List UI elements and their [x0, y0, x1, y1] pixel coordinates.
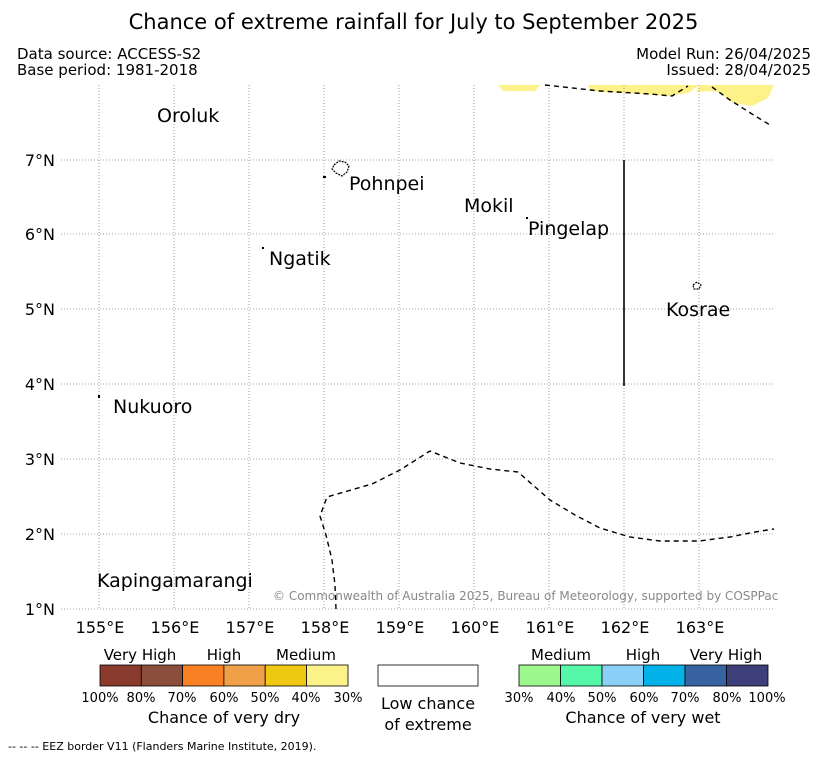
wet-high-label: High: [626, 646, 660, 664]
wet-swatch: [518, 664, 561, 687]
label-kapingamarangi: Kapingamarangi: [97, 570, 253, 592]
label-pohnpei: Pohnpei: [349, 173, 425, 195]
wet-swatch: [601, 664, 644, 687]
low-caption-line2: of extreme: [384, 715, 471, 734]
dry-medium-label: Medium: [276, 646, 336, 664]
dry-percent: 40%: [292, 691, 321, 706]
label-nukuoro: Nukuoro: [113, 396, 192, 418]
wet-percent: 60%: [630, 691, 659, 706]
map-gridlines: [61, 85, 774, 610]
lon-tick: 162°E: [601, 618, 650, 637]
dry-very-high-label: Very High: [104, 646, 177, 664]
kosrae-island: [692, 281, 702, 290]
place-labels: Oroluk Pohnpei Mokil Pingelap Ngatik Kos…: [97, 105, 730, 592]
dry-percent: 80%: [127, 691, 156, 706]
longitude-labels: 155°E 156°E 157°E 158°E 159°E 160°E 161°…: [76, 618, 725, 637]
source-info: Data source: ACCESS-S2 Base period: 1981…: [17, 46, 201, 78]
lat-tick: 1°N: [25, 600, 55, 619]
lon-tick: 158°E: [301, 618, 350, 637]
lon-tick: 160°E: [451, 618, 500, 637]
dry-swatch: [99, 664, 142, 687]
lon-tick: 157°E: [226, 618, 275, 637]
dry-swatch: [140, 664, 184, 687]
dry-percent: 70%: [168, 691, 197, 706]
low-caption-line1: Low chance: [381, 694, 475, 713]
dry-swatch: [182, 664, 225, 687]
eez-footnote: -- -- -- EEZ border V11 (Flanders Marine…: [8, 740, 316, 753]
wet-swatch: [643, 664, 686, 687]
eez-border: [319, 84, 775, 610]
wet-percent: 100%: [748, 691, 785, 706]
mokil-mark: [526, 217, 528, 219]
lat-tick: 3°N: [25, 450, 55, 469]
wet-swatch: [684, 664, 727, 687]
wet-swatch: [560, 664, 603, 687]
copyright-notice: © Commonwealth of Australia 2025, Bureau…: [273, 589, 778, 603]
wet-percent: 40%: [547, 691, 576, 706]
lat-tick: 7°N: [25, 151, 55, 170]
legend-wet: Medium High Very High 30% 40% 50% 60% 70…: [505, 646, 786, 727]
low-swatch: [377, 664, 479, 687]
wet-percent: 70%: [671, 691, 700, 706]
issued-date: Issued: 28/04/2025: [666, 61, 811, 79]
dry-swatch: [306, 664, 349, 687]
dry-swatch: [223, 664, 266, 687]
islands: [331, 160, 702, 290]
lon-tick: 163°E: [676, 618, 725, 637]
latitude-labels: 7°N 6°N 5°N 4°N 3°N 2°N 1°N: [25, 151, 55, 619]
base-period: Base period: 1981-2018: [17, 61, 198, 79]
wet-swatch: [726, 664, 769, 687]
lat-tick: 6°N: [25, 225, 55, 244]
dry-percent: 50%: [251, 691, 280, 706]
oroluk-mark: [323, 176, 326, 178]
lon-tick: 156°E: [151, 618, 200, 637]
legend-dry: Very High High Medium 100% 80% 70% 60% 5…: [81, 646, 362, 727]
wet-caption: Chance of very wet: [565, 708, 720, 727]
wet-percent: 50%: [588, 691, 617, 706]
wet-percent: 30%: [505, 691, 534, 706]
wet-medium-label: Medium: [531, 646, 591, 664]
label-mokil: Mokil: [464, 195, 514, 217]
pohnpei-island: [331, 160, 350, 177]
dry-percent: 30%: [334, 691, 363, 706]
lon-tick: 159°E: [376, 618, 425, 637]
label-oroluk: Oroluk: [157, 105, 219, 127]
data-source: Data source: ACCESS-S2: [17, 45, 202, 63]
lat-tick: 4°N: [25, 375, 55, 394]
dry-caption: Chance of very dry: [148, 708, 300, 727]
lat-tick: 5°N: [25, 300, 55, 319]
dry-high-label: High: [207, 646, 241, 664]
lon-tick: 155°E: [76, 618, 125, 637]
label-kosrae: Kosrae: [666, 299, 730, 321]
wet-percent: 80%: [713, 691, 742, 706]
dry-percent: 60%: [210, 691, 239, 706]
atoll-marks: [98, 176, 528, 398]
dry-medium-region: [498, 85, 774, 106]
lat-tick: 2°N: [25, 525, 55, 544]
dry-swatch: [264, 664, 307, 687]
run-info: Model Run: 26/04/2025 Issued: 28/04/2025: [636, 46, 811, 78]
nukuoro-mark: [98, 395, 100, 398]
lon-tick: 161°E: [526, 618, 575, 637]
label-pingelap: Pingelap: [528, 218, 609, 240]
legend-low: Low chance of extreme: [377, 664, 479, 734]
label-ngatik: Ngatik: [269, 248, 331, 270]
dry-percent: 100%: [81, 691, 118, 706]
chart-title: Chance of extreme rainfall for July to S…: [128, 10, 699, 34]
model-run: Model Run: 26/04/2025: [636, 45, 811, 63]
ngatik-mark: [262, 247, 264, 249]
wet-very-high-label: Very High: [690, 646, 763, 664]
